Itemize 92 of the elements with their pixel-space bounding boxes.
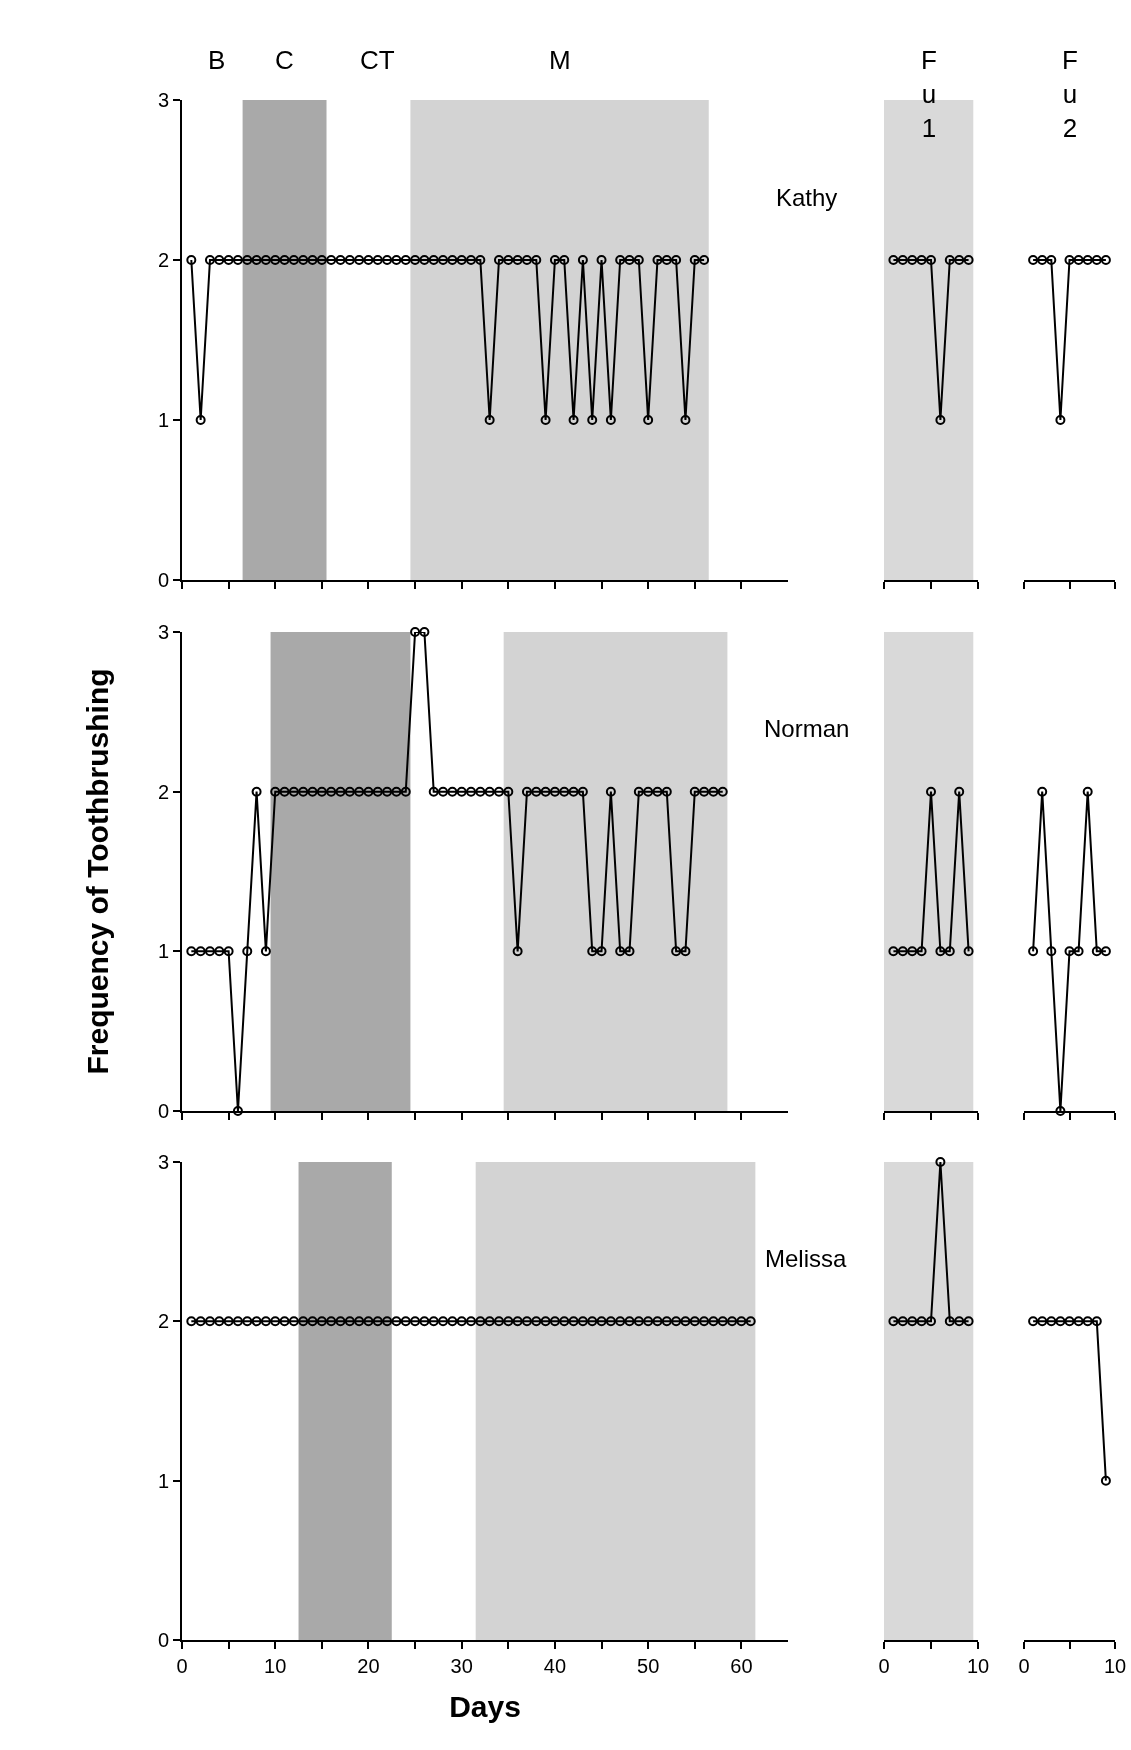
y-axis-title: Frequency of Toothbrushing bbox=[81, 668, 115, 1075]
y-tick-label: 0 bbox=[157, 1629, 169, 1651]
point bbox=[400, 786, 411, 797]
point bbox=[671, 946, 682, 957]
annotation: Melissa bbox=[765, 1245, 847, 1272]
point bbox=[503, 786, 514, 797]
point bbox=[512, 946, 523, 957]
point bbox=[438, 786, 449, 797]
point bbox=[270, 786, 281, 797]
point bbox=[559, 786, 570, 797]
point bbox=[717, 786, 728, 797]
x-tick-label: 60 bbox=[730, 1655, 753, 1677]
point bbox=[354, 786, 365, 797]
point bbox=[466, 786, 477, 797]
x-tick-label: 0 bbox=[878, 1655, 890, 1677]
point bbox=[298, 786, 309, 797]
text: CT bbox=[360, 45, 395, 75]
y-tick-label: 2 bbox=[157, 780, 169, 803]
point bbox=[307, 786, 318, 797]
y-tick-label: 0 bbox=[157, 1100, 169, 1122]
point bbox=[326, 786, 337, 797]
point bbox=[344, 786, 355, 797]
x-tick-label: 30 bbox=[450, 1655, 473, 1677]
point bbox=[689, 786, 700, 797]
point bbox=[186, 946, 197, 957]
x-tick-label: 20 bbox=[357, 1655, 380, 1677]
point bbox=[596, 946, 607, 957]
point bbox=[456, 786, 467, 797]
point bbox=[680, 946, 691, 957]
y-tick-label: 2 bbox=[157, 1310, 169, 1333]
point bbox=[652, 786, 663, 797]
band-label: M bbox=[549, 45, 571, 75]
point bbox=[372, 786, 383, 797]
point bbox=[260, 946, 271, 957]
point bbox=[475, 786, 486, 797]
x-tick-label: 40 bbox=[543, 1655, 567, 1677]
band-label: C bbox=[275, 45, 294, 75]
point bbox=[587, 946, 598, 957]
y-tick-label: 3 bbox=[157, 89, 169, 111]
x-tick-label: 0 bbox=[176, 1655, 188, 1677]
y-tick-label: 1 bbox=[157, 1469, 169, 1492]
point bbox=[605, 786, 616, 797]
point bbox=[363, 786, 374, 797]
point bbox=[708, 786, 719, 797]
band-label: Fu1 bbox=[921, 45, 937, 143]
point bbox=[335, 786, 346, 797]
point bbox=[316, 786, 327, 797]
y-tick-label: 3 bbox=[157, 1151, 169, 1173]
point bbox=[699, 786, 710, 797]
x-tick-label: 10 bbox=[1103, 1655, 1127, 1677]
point bbox=[540, 786, 551, 797]
point bbox=[382, 786, 393, 797]
x-tick-label: 50 bbox=[637, 1655, 660, 1677]
point bbox=[288, 786, 299, 797]
annotation: Norman bbox=[764, 715, 850, 742]
point bbox=[195, 946, 206, 957]
point bbox=[484, 786, 495, 797]
point bbox=[204, 946, 215, 957]
x-tick-label: 0 bbox=[1018, 1655, 1030, 1677]
annotation: Fu2 bbox=[1062, 45, 1078, 143]
point bbox=[568, 786, 579, 797]
point bbox=[419, 627, 430, 637]
point bbox=[521, 786, 532, 797]
y-tick-label: 1 bbox=[157, 940, 169, 963]
point bbox=[624, 946, 635, 957]
point bbox=[242, 946, 253, 957]
point bbox=[391, 786, 402, 797]
point bbox=[493, 786, 504, 797]
y-tick-label: 2 bbox=[157, 249, 169, 271]
y-tick-label: 1 bbox=[157, 409, 169, 431]
point bbox=[633, 786, 644, 797]
y-tick-label: 0 bbox=[157, 569, 169, 591]
point bbox=[661, 786, 672, 797]
x-tick-label: 10 bbox=[264, 1655, 287, 1677]
point bbox=[214, 946, 225, 957]
point bbox=[251, 786, 262, 797]
point bbox=[577, 786, 588, 797]
point bbox=[531, 786, 542, 797]
point bbox=[279, 786, 290, 797]
text: B bbox=[208, 45, 226, 75]
annotation: Kathy bbox=[776, 184, 838, 211]
point bbox=[615, 946, 626, 957]
point bbox=[223, 946, 234, 957]
point bbox=[410, 627, 421, 637]
point bbox=[232, 1106, 243, 1116]
point bbox=[549, 786, 560, 797]
y-tick-label: 3 bbox=[157, 621, 169, 643]
x-axis-title: Days bbox=[449, 1690, 521, 1723]
point bbox=[428, 786, 439, 797]
x-tick-label: 10 bbox=[966, 1655, 990, 1677]
point bbox=[643, 786, 654, 797]
point bbox=[447, 786, 458, 797]
